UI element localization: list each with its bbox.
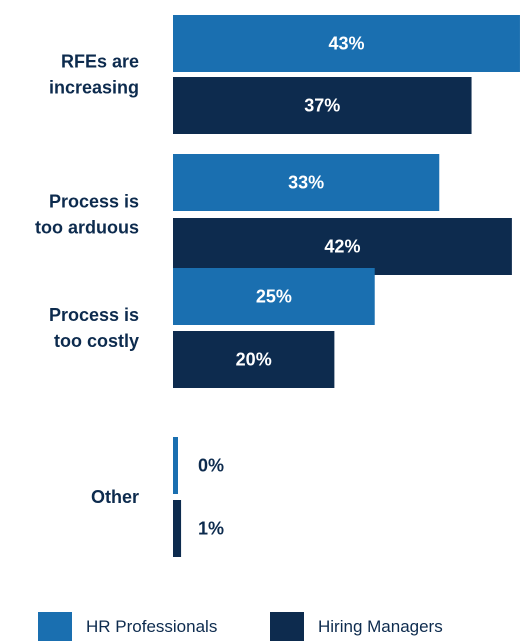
value-label-hr-professionals: 43% [328,34,364,54]
bar-hiring-managers [173,331,335,388]
bar-chart: RFEs are increasing 43% 37% Process is too ar… [35,15,520,557]
category-label-line: Process is [49,305,139,325]
legend: HR Professionals Hiring Managers [0,612,529,641]
bar-hr-professionals [173,154,440,211]
value-label-hiring-managers: 42% [324,237,360,257]
legend-swatch-hr-professionals [38,612,72,641]
legend-label-hiring-managers: Hiring Managers [318,616,443,636]
bar-hr-professionals [173,437,178,494]
category-label: Process is too arduous [35,192,139,238]
value-label-hiring-managers: 1% [198,519,224,539]
category-label-line: RFEs are [61,52,139,72]
value-label-hr-professionals: 0% [198,456,224,476]
category-label: Process is too costly [49,305,139,351]
category-label-line: increasing [49,78,139,98]
legend-item-hr-professionals: HR Professionals [38,612,217,641]
legend-swatch-hiring-managers [270,612,304,641]
bar-hiring-managers [173,77,472,134]
category-label-line: too costly [54,331,139,351]
value-label-hiring-managers: 20% [236,350,272,370]
bar-hiring-managers [173,500,182,557]
value-label-hr-professionals: 33% [288,173,324,193]
category-label-line: too arduous [35,218,139,238]
value-label-hiring-managers: 37% [304,96,340,116]
category-label: RFEs are increasing [49,52,139,98]
category-label-line: Other [91,487,139,507]
legend-label-hr-professionals: HR Professionals [86,616,218,636]
legend-item-hiring-managers: Hiring Managers [270,612,443,641]
bar-hiring-managers [173,218,512,275]
value-label-hr-professionals: 25% [256,287,292,307]
category-label-line: Process is [49,192,139,212]
bar-hr-professionals [173,15,520,72]
bar-hr-professionals [173,268,375,325]
category-label: Other [91,487,139,507]
